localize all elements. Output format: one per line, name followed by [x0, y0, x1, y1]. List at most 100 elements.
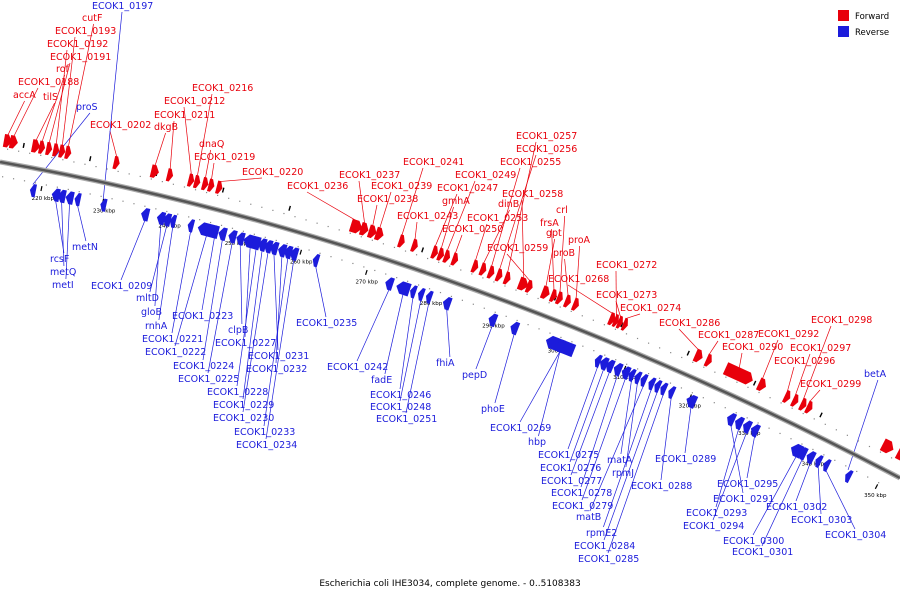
reverse-leader-line	[538, 351, 561, 437]
forward-gene-label: crl	[556, 205, 568, 216]
reverse-gene-arrow	[29, 184, 38, 198]
scale-tick-label: 280 kbp	[420, 301, 443, 307]
reverse-gene-label: ECOK1_0251	[376, 414, 437, 425]
backbone-line	[0, 160, 900, 480]
forward-gene-arrow	[112, 155, 120, 170]
minor-tick	[393, 246, 396, 249]
reverse-leader-line	[603, 391, 658, 541]
minor-tick	[228, 197, 230, 199]
minor-tick	[338, 229, 340, 231]
minor-tick	[239, 200, 241, 202]
reverse-leader-line	[154, 224, 162, 307]
reverse-gene-label: ECOK1_0228	[207, 387, 268, 398]
strand-marker	[221, 187, 225, 193]
minor-tick	[460, 269, 462, 271]
minor-tick	[78, 191, 80, 193]
legend-reverse-label: Reverse	[855, 28, 889, 38]
minor-tick	[286, 242, 288, 245]
forward-gene-label: ECOK1_0211	[154, 110, 215, 121]
forward-gene-arrow	[755, 377, 766, 392]
scale-tick	[365, 269, 368, 275]
forward-gene-label: ECOK1_0258	[502, 189, 563, 200]
forward-gene-label: ECOK1_0193	[55, 26, 116, 37]
forward-gene-arrow	[214, 180, 223, 194]
reverse-gene-label: ECOK1_0276	[540, 463, 601, 474]
minor-tick	[330, 256, 332, 258]
forward-leader-line	[809, 389, 821, 402]
reverse-leader-line	[399, 297, 414, 390]
minor-tick	[834, 459, 836, 461]
minor-tick	[703, 366, 705, 368]
forward-leader-line	[306, 191, 357, 222]
reverse-gene-label: ECOK1_0224	[173, 361, 234, 372]
reverse-leader-line	[399, 300, 422, 402]
strand-marker	[421, 247, 425, 253]
forward-gene-label: ECOK1_0286	[659, 318, 720, 329]
reverse-gene-arrow	[727, 413, 738, 427]
minor-tick	[128, 173, 130, 175]
forward-leader-line	[506, 253, 531, 281]
reverse-gene-label: ECOK1_0197	[92, 1, 153, 12]
minor-tick	[636, 337, 639, 340]
minor-tick	[802, 412, 804, 415]
minor-tick	[100, 195, 102, 197]
minor-tick	[283, 212, 285, 215]
reverse-gene-label: ECOK1_0222	[145, 347, 206, 358]
forward-gene-label: ECOK1_0216	[192, 83, 253, 94]
forward-gene-arrow	[494, 268, 503, 282]
minor-tick	[150, 178, 152, 180]
minor-tick	[581, 315, 583, 317]
reverse-leader-line	[715, 428, 740, 508]
minor-tick	[582, 345, 584, 347]
minor-tick	[297, 246, 299, 248]
minor-tick	[385, 273, 387, 275]
minor-tick	[647, 342, 650, 344]
reverse-gene-label: ECOK1_0279	[552, 501, 613, 512]
reverse-leader-line	[171, 231, 191, 334]
reverse-gene-arrow	[218, 227, 228, 242]
minor-tick	[40, 154, 42, 156]
minor-tick	[670, 352, 672, 354]
forward-gene-label: ECOK1_0239	[371, 181, 432, 192]
minor-tick	[438, 261, 440, 263]
reverse-gene-label: mltD	[136, 293, 159, 304]
reverse-leader-line	[603, 389, 652, 528]
minor-tick	[725, 376, 727, 378]
reverse-leader-line	[202, 239, 223, 361]
forward-gene-arrow	[692, 348, 703, 363]
reverse-gene-label: ECOK1_0284	[574, 541, 635, 552]
forward-gene-label: ECOK1_0212	[164, 96, 225, 107]
minor-tick	[294, 216, 296, 218]
forward-gene-arrow	[470, 259, 479, 273]
forward-gene-label: ECOK1_0297	[790, 343, 851, 354]
minor-tick	[483, 307, 485, 309]
minor-tick	[253, 233, 255, 235]
reverse-leader-line	[239, 244, 243, 325]
minor-tick	[747, 386, 749, 388]
forward-gene-arrow	[539, 285, 550, 299]
minor-tick	[471, 273, 473, 275]
strand-marker	[288, 205, 292, 211]
minor-tick	[515, 289, 517, 291]
reverse-gene-arrow	[100, 198, 108, 212]
minor-tick	[614, 328, 617, 330]
reverse-leader-line	[174, 235, 207, 347]
legend-reverse-swatch	[838, 26, 849, 37]
forward-gene-arrow	[620, 317, 628, 331]
forward-gene-arrow	[781, 389, 791, 403]
minor-tick	[626, 363, 628, 365]
minor-tick	[242, 230, 245, 232]
minor-tick	[680, 387, 683, 389]
reverse-gene-arrow	[743, 420, 754, 434]
reverse-leader-line	[207, 242, 233, 374]
forward-gene-label: ECOK1_0290	[722, 342, 783, 353]
forward-gene-label: rof	[56, 64, 70, 75]
strand-marker	[686, 350, 690, 356]
reverse-gene-arrow	[790, 443, 805, 459]
minor-tick	[417, 284, 420, 286]
minor-tick	[593, 350, 595, 352]
minor-tick	[2, 176, 4, 178]
minor-tick	[349, 232, 351, 234]
forward-leader-line	[55, 49, 68, 145]
reverse-leader-line	[405, 302, 430, 414]
